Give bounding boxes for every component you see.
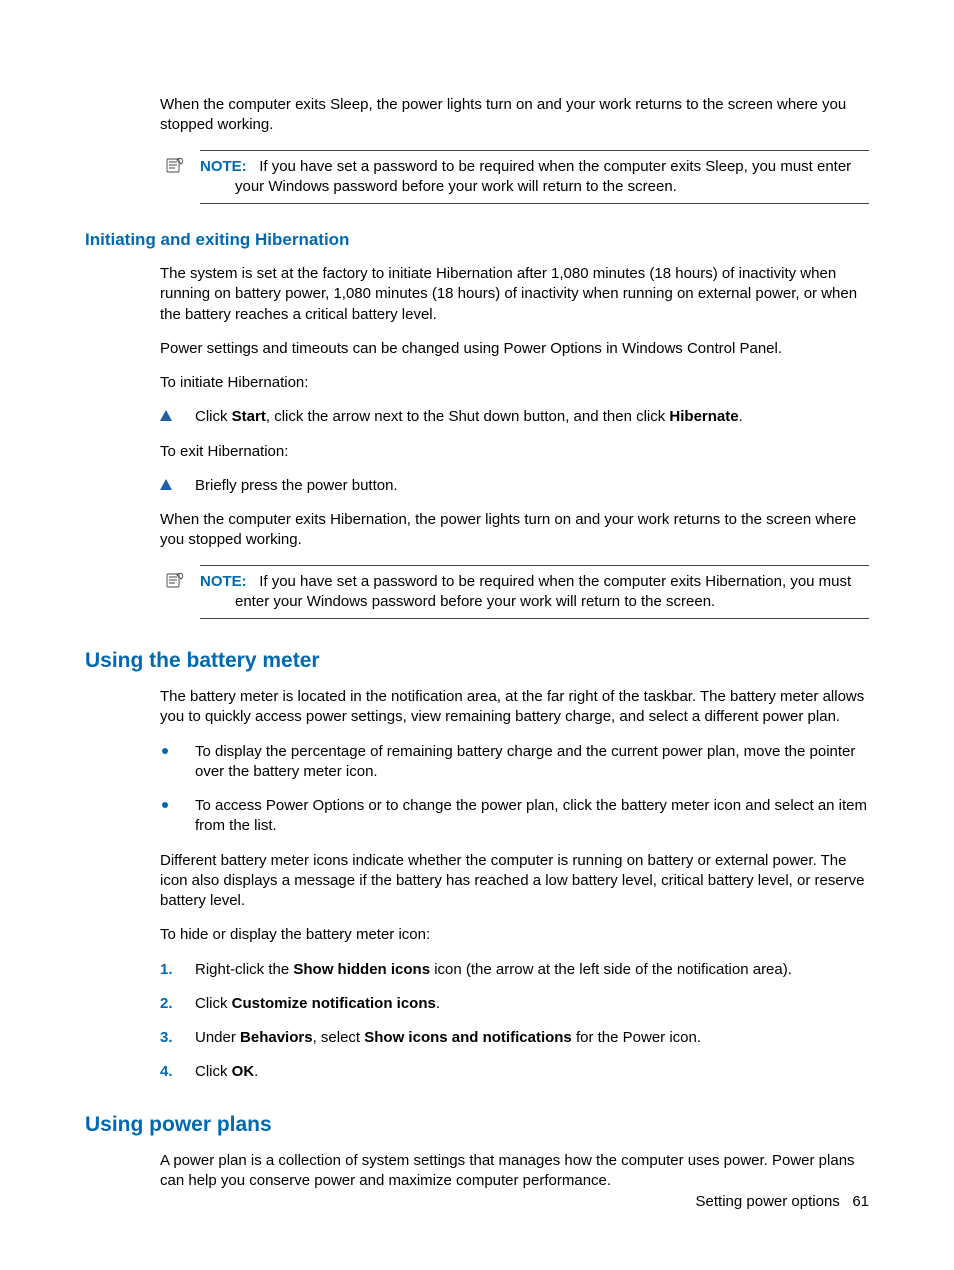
powerplans-para1: A power plan is a collection of system s… [160,1151,869,1192]
hibernation-para5: When the computer exits Hibernation, the… [160,510,869,551]
note-block-sleep: NOTE: If you have set a password to be r… [160,150,869,205]
note-label: NOTE: [200,158,247,175]
battery-para3: To hide or display the battery meter ico… [160,925,869,945]
note-label: NOTE: [200,573,247,590]
step-number: 2. [160,994,173,1014]
note-block-hibernation: NOTE: If you have set a password to be r… [160,565,869,620]
battery-bullet-2: To access Power Options or to change the… [160,796,869,837]
step-bold: OK [232,1063,255,1080]
step-number: 3. [160,1028,173,1048]
hibernation-para3: To initiate Hibernation: [160,373,869,393]
step-post: icon (the arrow at the left side of the … [430,961,792,978]
step-text-mid: , click the arrow next to the Shut down … [266,408,670,425]
step-pre: Right-click the [195,961,293,978]
step-text-pre: Click [195,408,232,425]
heading-power-plans: Using power plans [85,1113,869,1137]
heading-battery-meter: Using the battery meter [85,649,869,673]
note-text: NOTE: If you have set a password to be r… [200,572,869,613]
intro-paragraph: When the computer exits Sleep, the power… [160,95,869,136]
document-page: When the computer exits Sleep, the power… [0,0,954,1270]
battery-para1: The battery meter is located in the noti… [160,687,869,728]
step-number: 1. [160,960,173,980]
note-icon [166,572,186,593]
battery-bullet-1: To display the percentage of remaining b… [160,742,869,783]
step-text-post: . [739,408,743,425]
battery-para2: Different battery meter icons indicate w… [160,851,869,912]
hibernation-para1: The system is set at the factory to init… [160,264,869,325]
step-pre: Under [195,1029,240,1046]
step-pre: Click [195,995,232,1012]
battery-step-2: 2. Click Customize notification icons. [160,994,869,1014]
battery-step-3: 3. Under Behaviors, select Show icons an… [160,1028,869,1048]
step-bold: Show hidden icons [293,961,430,978]
step-bold-hibernate: Hibernate [669,408,738,425]
step-bold-start: Start [232,408,266,425]
step-number: 4. [160,1062,173,1082]
hibernation-step-exit: Briefly press the power button. [160,476,869,496]
hibernation-step-initiate: Click Start, click the arrow next to the… [160,407,869,427]
step-post: for the Power icon. [572,1029,701,1046]
footer-section: Setting power options [696,1193,840,1210]
step-bold: Customize notification icons [232,995,436,1012]
footer-page-number: 61 [852,1193,869,1210]
page-footer: Setting power options 61 [696,1193,869,1210]
step-bold-2: Show icons and notifications [364,1029,572,1046]
note-icon [166,157,186,178]
step-mid: , select [313,1029,365,1046]
heading-hibernation: Initiating and exiting Hibernation [85,230,869,250]
hibernation-para2: Power settings and timeouts can be chang… [160,339,869,359]
step-post: . [254,1063,258,1080]
battery-step-4: 4. Click OK. [160,1062,869,1082]
note-body: If you have set a password to be require… [235,573,851,610]
battery-step-1: 1. Right-click the Show hidden icons ico… [160,960,869,980]
note-body: If you have set a password to be require… [235,158,851,195]
note-text: NOTE: If you have set a password to be r… [200,157,869,198]
step-post: . [436,995,440,1012]
step-bold: Behaviors [240,1029,313,1046]
step-pre: Click [195,1063,232,1080]
hibernation-para4: To exit Hibernation: [160,442,869,462]
